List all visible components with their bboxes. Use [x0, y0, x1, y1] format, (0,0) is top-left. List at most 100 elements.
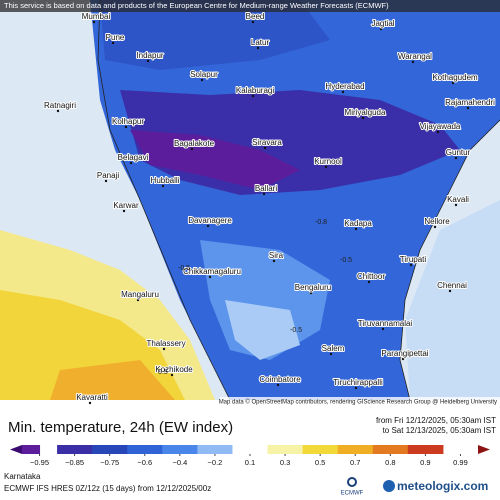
ecmwf-icon	[347, 477, 357, 487]
city-dot	[88, 401, 92, 405]
city-label: Ratnagiri	[44, 101, 76, 110]
colorbar-label: 0.5	[315, 458, 325, 467]
city-label: Indapur	[136, 51, 163, 60]
colorbar-segment	[337, 445, 374, 454]
city-dot	[251, 20, 255, 24]
city-dot	[433, 225, 437, 229]
city-label: Solapur	[190, 70, 218, 79]
colorbar-segment	[92, 445, 128, 454]
colorbar-label: −0.6	[137, 458, 152, 467]
city-label: Miriyalguda	[345, 108, 386, 117]
colorbar-label: 0.7	[350, 458, 360, 467]
city-label: Rajamahendri	[445, 98, 495, 107]
sea-east	[405, 200, 500, 400]
city-dot	[161, 184, 165, 188]
city-label: Tiruchirappalli	[333, 378, 383, 387]
city-label: Kozhikode	[155, 365, 193, 374]
city-dot	[436, 130, 440, 134]
region: Karnataka	[4, 472, 41, 481]
city-dot	[367, 280, 371, 284]
colorbar-label: 0.3	[280, 458, 290, 467]
city-dot	[251, 94, 255, 98]
coastline	[97, 0, 231, 401]
city-dot	[451, 81, 455, 85]
colorbar-label: 0.8	[385, 458, 395, 467]
city-dot	[122, 209, 126, 213]
colorbar-segment	[22, 445, 41, 454]
city-label: Kalaburagi	[236, 86, 274, 95]
city-label: Kolhapur	[112, 117, 144, 126]
contour-label: -0.5	[290, 327, 302, 334]
city-label: Karwar	[113, 201, 139, 210]
city-label: Siravara	[252, 138, 282, 147]
coastline	[399, 119, 500, 401]
city-label: Kavali	[447, 195, 469, 204]
colorbar-label: −0.2	[208, 458, 223, 467]
valid-to: to Sat 12/13/2025, 05:30am IST	[383, 426, 497, 435]
city-dot	[111, 41, 115, 45]
city-label: Mumbai	[82, 12, 111, 21]
city-label: Vijayawada	[420, 122, 461, 131]
ecmwf-logo: ECMWF	[341, 491, 364, 497]
city-label: Kothagudem	[432, 73, 478, 82]
colorbar-segment	[127, 445, 163, 454]
legend-title: Min. temperature, 24h (EW index)	[8, 419, 233, 436]
contour-label: -0.5	[178, 265, 190, 272]
contour-label: -0.8	[315, 219, 327, 226]
city-dot	[361, 116, 365, 120]
city-label: Pune	[106, 33, 125, 42]
colorbar-label: −0.75	[100, 458, 119, 467]
city-label: Kavaratti	[76, 393, 108, 402]
city-label: Ballari	[255, 184, 277, 193]
city-label: Chikkamagaluru	[183, 267, 241, 276]
city-dot	[263, 146, 267, 150]
city-label: Jagtial	[371, 19, 394, 28]
city-label: Hubballi	[151, 176, 180, 185]
city-dot	[379, 27, 383, 31]
attribution-bg	[220, 397, 500, 406]
colorbar-segment	[197, 445, 233, 454]
city-label: Chittoor	[357, 272, 385, 281]
city-dot	[401, 357, 405, 361]
city-dot	[381, 327, 385, 331]
city-dot	[309, 291, 313, 295]
city-dot	[448, 289, 452, 293]
city-dot	[146, 59, 150, 63]
city-label: Panaji	[97, 171, 119, 180]
city-label: Hyderabad	[325, 82, 364, 91]
model-run: ECMWF IFS HRES 0Z/12z (15 days) from 12/…	[4, 484, 211, 493]
city-dot	[136, 298, 140, 302]
colorbar-arrow	[10, 445, 22, 454]
city-label: Kadapa	[344, 219, 372, 228]
city-dot	[411, 60, 415, 64]
city-label: Davanagere	[188, 216, 232, 225]
colorbar-label: 0.99	[453, 458, 468, 467]
city-dot	[329, 352, 333, 356]
city-label: Chennai	[437, 281, 467, 290]
city-dot	[129, 161, 133, 165]
city-dot	[409, 263, 413, 267]
city-dot	[324, 165, 328, 169]
city-label: Salem	[322, 344, 345, 353]
city-label: Bengaluru	[295, 283, 331, 292]
city-label: Nellore	[424, 217, 450, 226]
colorbar-label: 0.9	[420, 458, 430, 467]
city-label: Guntur	[446, 148, 471, 157]
city-dot	[92, 20, 96, 24]
contour-label: 0.5	[158, 369, 168, 376]
city-label: Latur	[251, 38, 270, 47]
city-label: Parangipettai	[381, 349, 428, 358]
valid-from: from Fri 12/12/2025, 05:30am IST	[376, 416, 496, 425]
colorbar-segment	[407, 445, 444, 454]
city-label: Beed	[246, 12, 265, 21]
city-dot	[170, 373, 174, 377]
city-dot	[208, 275, 212, 279]
city-dot	[341, 90, 345, 94]
city-label: Bagalakote	[174, 139, 215, 148]
city-dot	[162, 347, 166, 351]
attribution: Map data © OpenStreetMap contributors, r…	[219, 399, 497, 406]
colorbar-segment	[232, 445, 269, 454]
colorbar-label: −0.85	[65, 458, 84, 467]
brand-icon	[383, 480, 395, 492]
city-label: Tiruvannamalai	[358, 319, 413, 328]
